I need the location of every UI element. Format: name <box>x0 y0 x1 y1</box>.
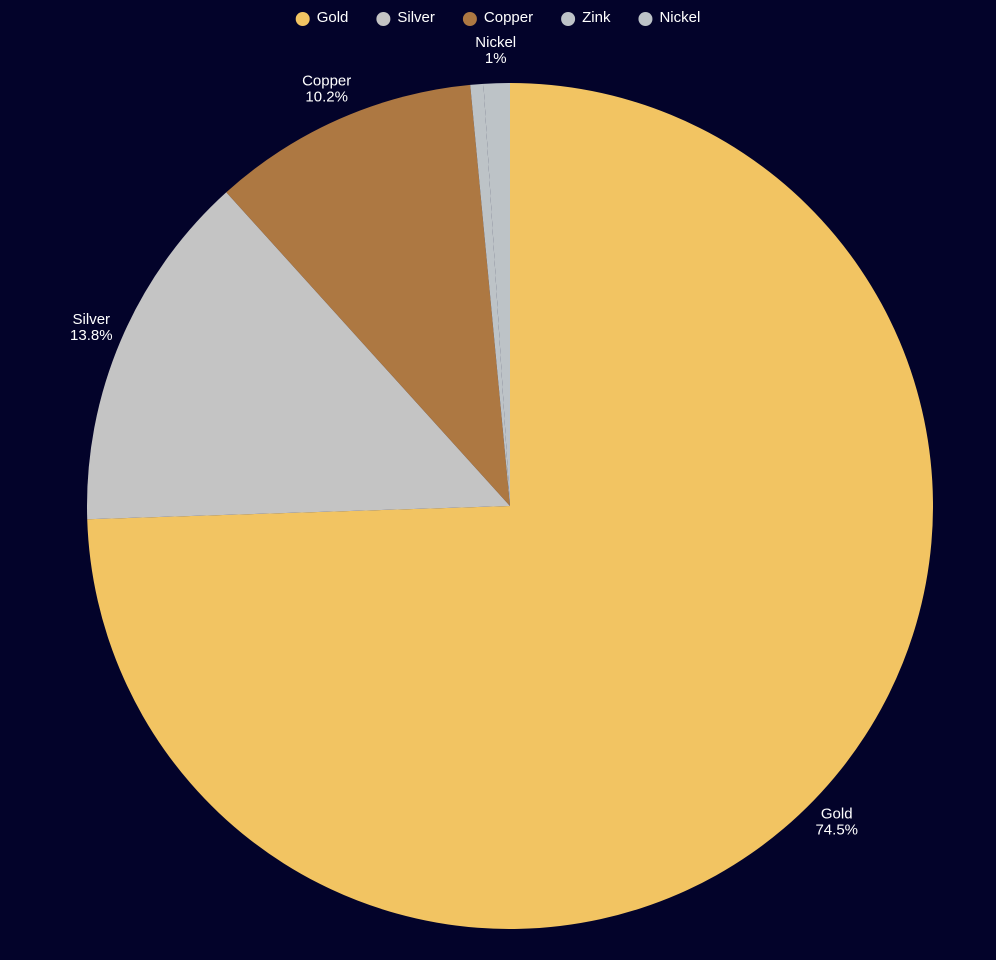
pie-slice <box>87 83 933 930</box>
legend-label: Zink <box>582 9 611 26</box>
legend-label: Silver <box>397 9 435 26</box>
legend-marker <box>376 12 391 26</box>
slice-label-value: 1% <box>485 50 507 67</box>
slice-label-name: Silver <box>73 311 111 328</box>
legend-marker <box>295 12 310 26</box>
legend-marker <box>638 12 653 26</box>
pie-slice <box>226 84 511 506</box>
slice-label-value: 74.5% <box>815 822 858 839</box>
pie-slice <box>483 83 510 506</box>
pie-slice <box>87 192 510 520</box>
legend-marker <box>462 12 477 26</box>
legend-label: Gold <box>317 9 349 26</box>
slice-label-value: 13.8% <box>70 327 113 344</box>
legend-label: Nickel <box>659 9 700 26</box>
slice-label-name: Copper <box>302 73 351 90</box>
legend-label: Copper <box>484 9 533 26</box>
legend: Gold Silver Copper Zink Nickel <box>295 9 700 26</box>
slice-label-name: Gold <box>821 806 853 823</box>
pie-slice <box>470 83 510 507</box>
slice-label-name: Nickel <box>475 34 516 51</box>
slice-label-value: 10.2% <box>305 89 348 106</box>
legend-marker <box>561 12 576 26</box>
